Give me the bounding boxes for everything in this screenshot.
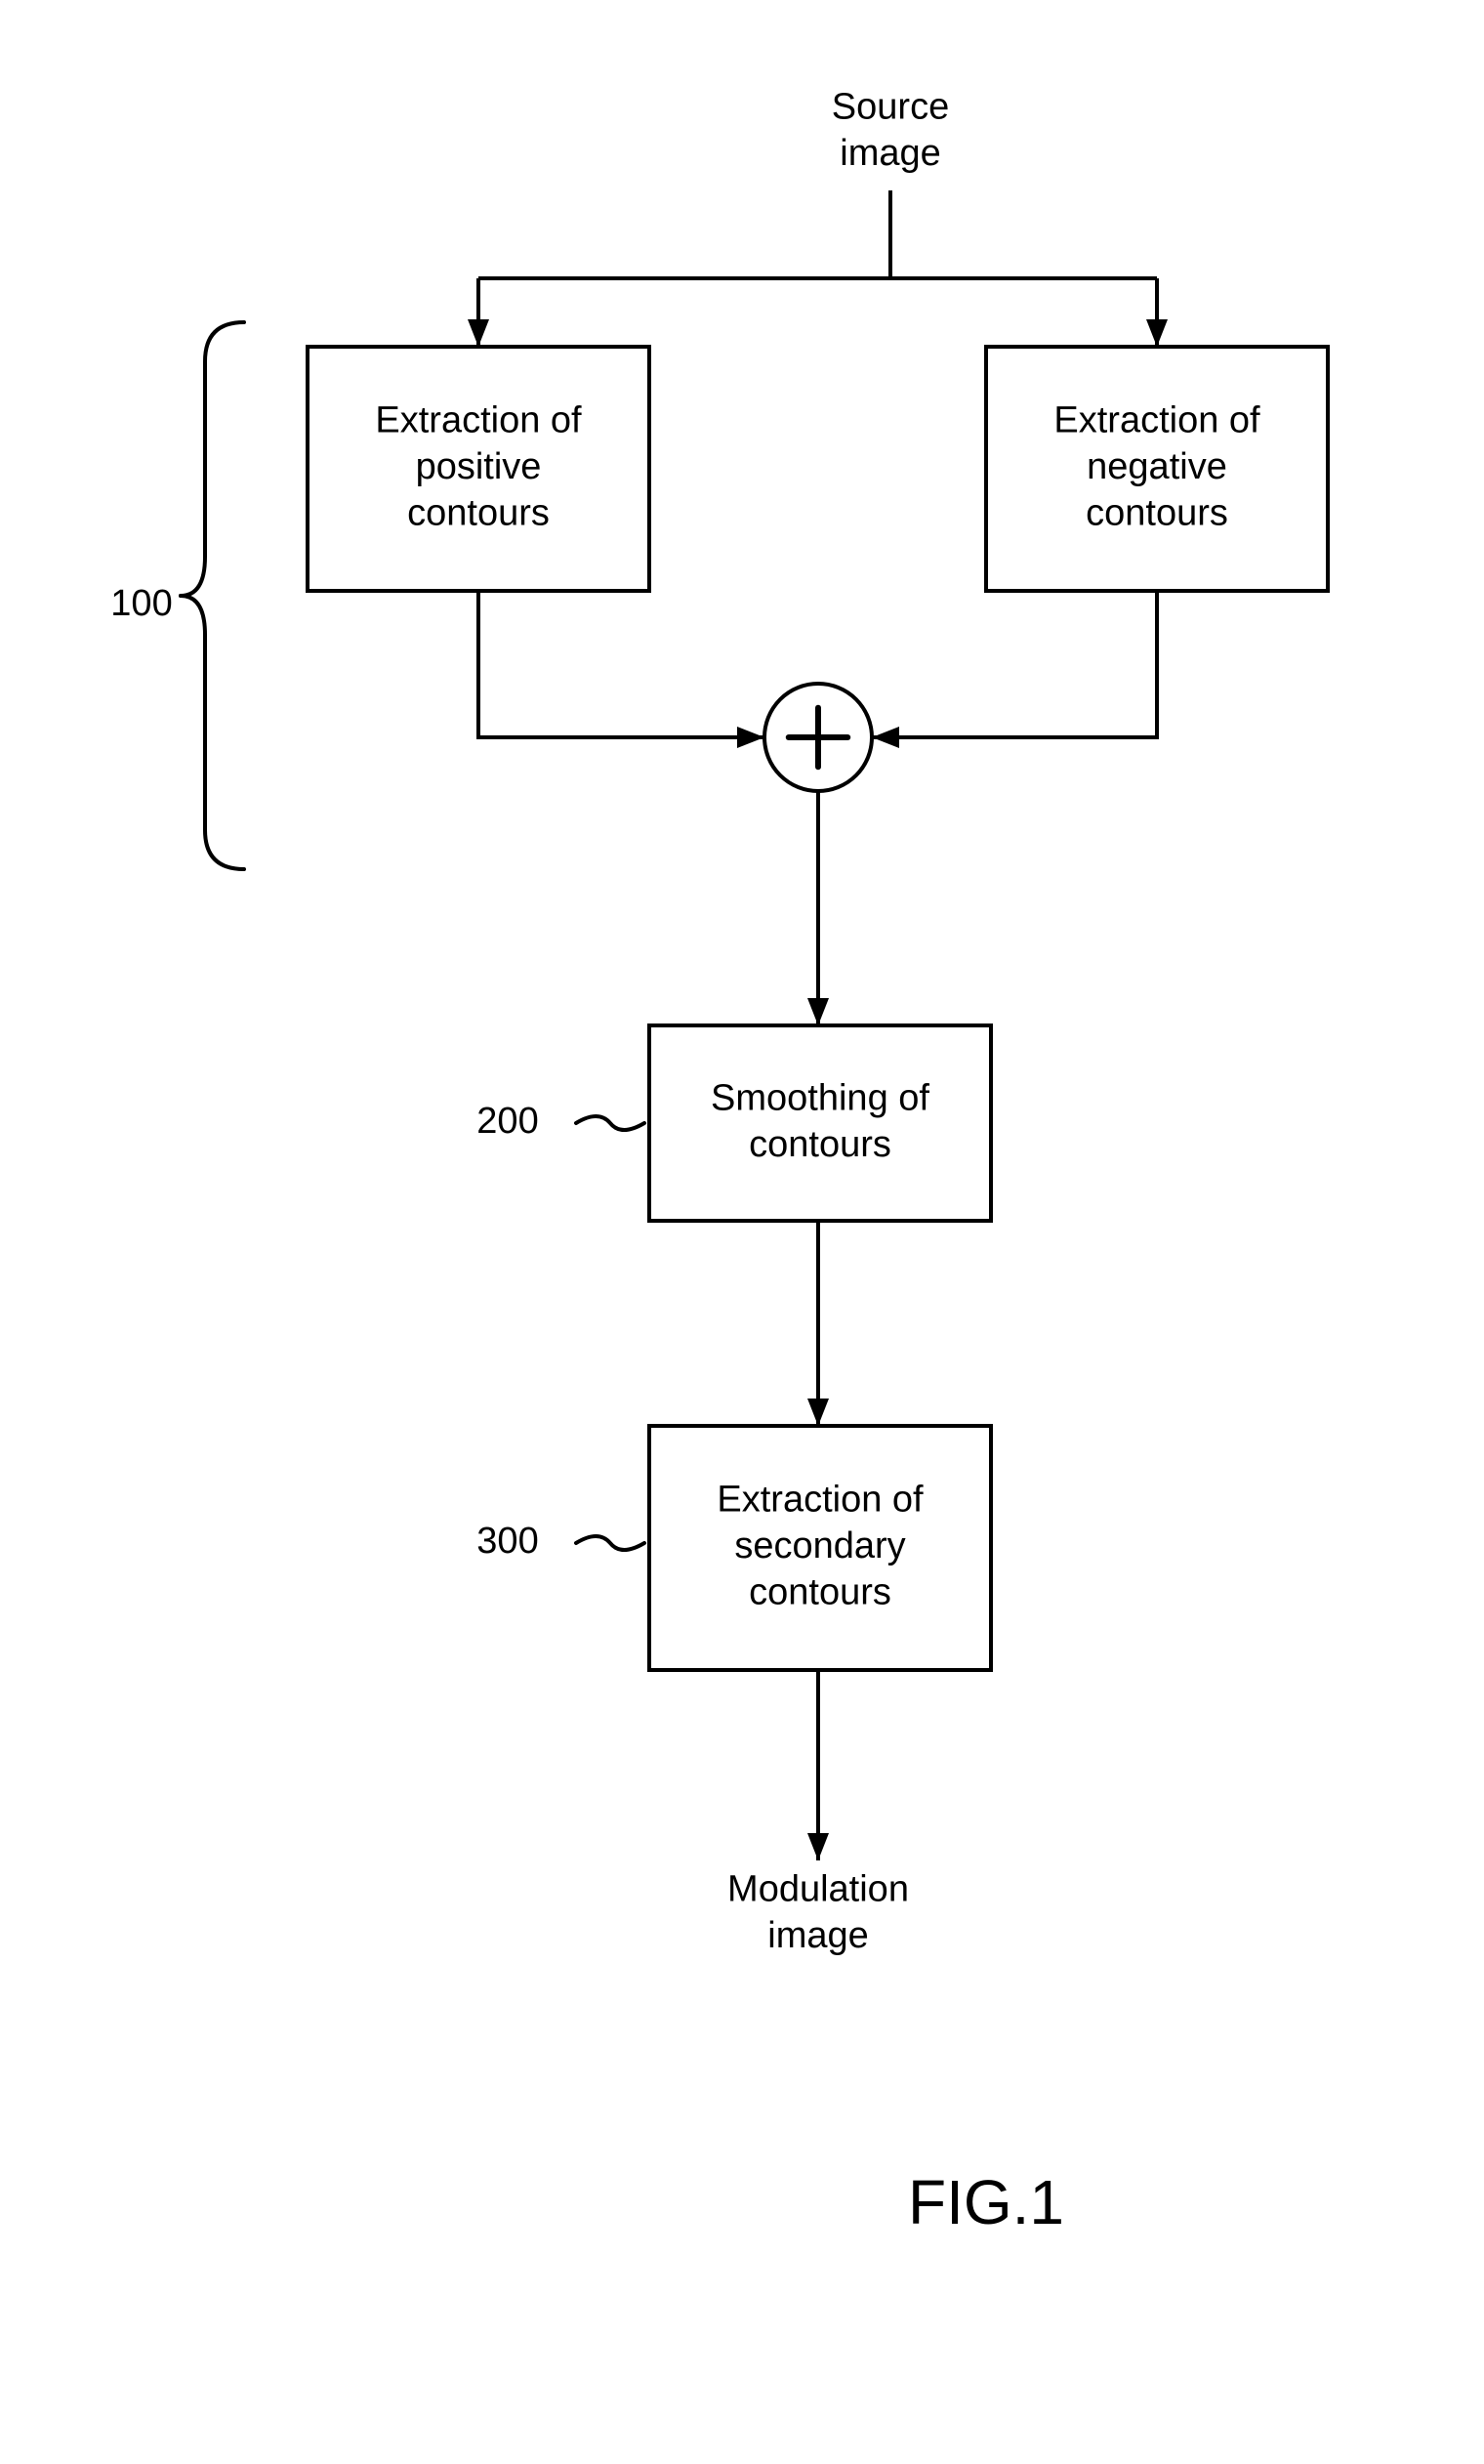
flowchart-canvas: Sourceimage Extraction ofpositivecontours… bbox=[0, 0, 1484, 2464]
node-smooth: Smoothing ofcontours bbox=[649, 1025, 991, 1221]
edge-pos-plus bbox=[478, 591, 764, 737]
node-sec: Extraction ofsecondarycontours bbox=[649, 1426, 991, 1670]
callout-c300-tilde bbox=[576, 1536, 644, 1550]
callout-c100: 100 bbox=[110, 583, 172, 624]
node-modul-label: Modulationimage bbox=[727, 1868, 909, 1956]
edge-neg-plus bbox=[872, 591, 1157, 737]
callout-c100-brace bbox=[181, 322, 244, 596]
node-neg: Extraction ofnegativecontours bbox=[986, 347, 1328, 591]
callout-c200: 200 bbox=[476, 1101, 538, 1142]
sum-junction bbox=[764, 684, 872, 791]
node-source-label: Sourceimage bbox=[832, 86, 949, 174]
callout-c300: 300 bbox=[476, 1521, 538, 1562]
node-pos: Extraction ofpositivecontours bbox=[308, 347, 649, 591]
callout-c100-brace bbox=[181, 596, 244, 869]
callout-c200-tilde bbox=[576, 1116, 644, 1130]
figure-caption: FIG.1 bbox=[908, 2167, 1064, 2237]
